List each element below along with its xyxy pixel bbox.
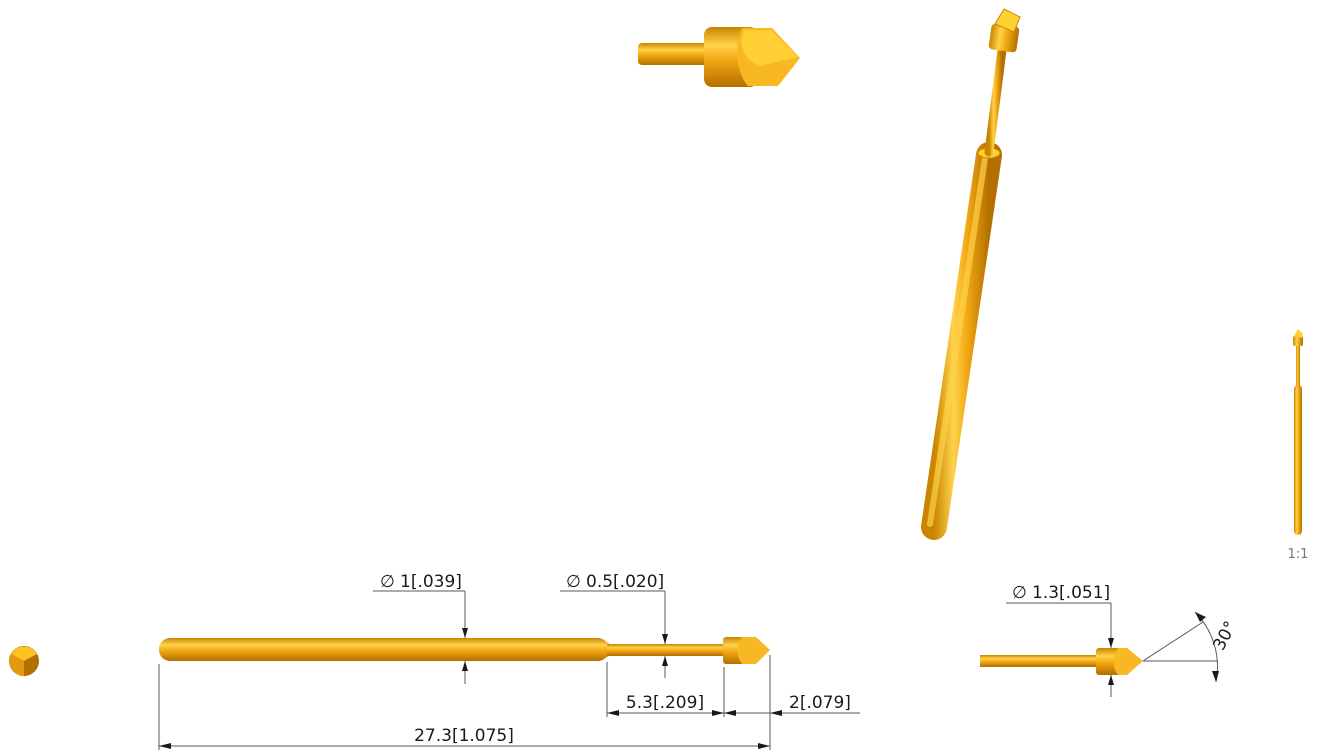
tip-plunger-stub: [638, 43, 710, 65]
end-view-facet-top: [11, 646, 37, 661]
end-view: [9, 646, 39, 676]
iso-tip-face: [994, 8, 1021, 33]
dim-barrel-diameter: ∅ 1[.039]: [373, 572, 468, 684]
dim-tip-angle: 30°: [1142, 611, 1241, 683]
scale-tip: [1294, 329, 1303, 338]
dim-tip-length: 2[.079]: [724, 693, 860, 716]
scale-view: 1:1: [1288, 329, 1309, 562]
tip-angle-label: 30°: [1209, 618, 1241, 654]
tip-isometric-view: [638, 27, 800, 87]
tip-length-label: 2[.079]: [789, 693, 851, 713]
iso-barrel-highlight: [927, 155, 988, 527]
front-tip: [737, 637, 770, 664]
dim-plunger-length: 5.3[.209]: [607, 693, 724, 716]
front-barrel: [159, 638, 609, 661]
plunger-diameter-symbol: ∅: [566, 572, 581, 592]
detail-view: [980, 648, 1143, 675]
front-plunger: [607, 644, 729, 656]
barrel-diameter-symbol: ∅: [380, 572, 395, 592]
plunger-length-label: 5.3[.209]: [626, 693, 704, 713]
iso-barrel: [921, 142, 1002, 540]
scale-head: [1293, 336, 1303, 346]
front-barrel-neck: [597, 638, 609, 661]
detail-tip: [1113, 648, 1143, 675]
scale-plunger: [1296, 343, 1300, 387]
dim-overall-length: 27.3[1.075]: [159, 726, 770, 749]
scale-barrel: [1294, 385, 1302, 535]
front-view: [159, 637, 770, 664]
dim-plunger-diameter: ∅ 0.5[.020]: [560, 572, 668, 678]
plunger-diameter-label: 0.5[.020]: [586, 572, 664, 592]
head-diameter-symbol: ∅: [1012, 583, 1027, 603]
scale-label: 1:1: [1288, 547, 1309, 562]
dim-head-diameter: ∅ 1.3[.051]: [1006, 583, 1114, 697]
isometric-view: [921, 8, 1021, 540]
head-diameter-label: 1.3[.051]: [1032, 583, 1110, 603]
tip-bevel-top: [741, 30, 798, 66]
barrel-diameter-label: 1[.039]: [400, 572, 462, 592]
overall-length-label: 27.3[1.075]: [414, 726, 514, 746]
iso-plunger: [984, 45, 1007, 157]
detail-plunger: [980, 655, 1100, 667]
end-view-facet-left: [9, 654, 24, 676]
